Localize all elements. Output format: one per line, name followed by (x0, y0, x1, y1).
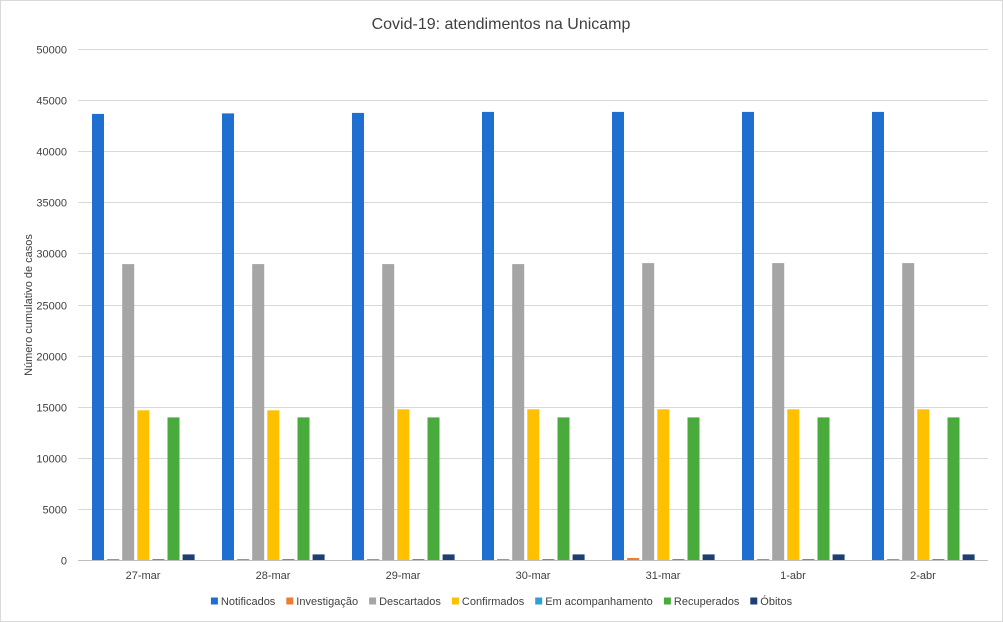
bar--bitos-30-mar (572, 554, 585, 560)
bar-em-acompanhamento-2-abr (932, 559, 945, 560)
legend-swatch (663, 597, 671, 605)
legend-label: Notificados (221, 596, 276, 608)
legend-item: Óbitos (750, 595, 793, 608)
bar-recuperados-30-mar (557, 417, 570, 560)
bar-recuperados-1-abr (817, 417, 830, 560)
bar--bitos-31-mar (702, 554, 715, 560)
bar-descartados-31-mar (642, 263, 655, 560)
bar-recuperados-28-mar (297, 417, 310, 560)
bar-investiga-o-29-mar (367, 559, 380, 560)
bar-descartados-30-mar (512, 264, 525, 560)
y-tick-label: 5000 (43, 505, 67, 517)
bar-notificados-2-abr (872, 111, 884, 561)
bar-em-acompanhamento-30-mar (542, 559, 555, 560)
y-tick-label: 30000 (36, 249, 67, 261)
legend-swatch (286, 597, 294, 605)
legend-swatch (369, 597, 377, 605)
bar-confirmados-30-mar (527, 409, 540, 560)
x-axis-ticks: 27-mar 28-mar 29-mar 30-mar 31-mar 1-abr 2-abr (126, 570, 937, 582)
legend-item: Em acompanhamento (535, 596, 653, 608)
bar-em-acompanhamento-28-mar (282, 559, 295, 560)
y-tick-label: 35000 (36, 198, 67, 210)
x-tick-label: 29-mar (386, 570, 421, 582)
x-tick-label: 1-abr (780, 570, 806, 582)
y-tick-label: 40000 (36, 147, 67, 159)
legend-label: Descartados (379, 596, 441, 608)
bar-confirmados-29-mar (397, 409, 410, 560)
bar-confirmados-1-abr (787, 409, 800, 560)
legend-label: Investigação (296, 596, 358, 608)
legend-item: Confirmados (451, 596, 525, 608)
bar-recuperados-31-mar (687, 417, 700, 560)
bar--bitos-27-mar (182, 554, 195, 560)
y-tick-label: 50000 (36, 45, 67, 57)
bar-investiga-o-1-abr (757, 559, 770, 560)
bar-descartados-27-mar (122, 264, 135, 560)
chart-title: Covid-19: atendimentos na Unicamp (372, 16, 631, 33)
bar-investiga-o-30-mar (497, 559, 510, 560)
legend-item: Descartados (369, 596, 441, 608)
legend-label: Recuperados (674, 596, 740, 608)
bar-notificados-31-mar (612, 111, 624, 561)
bar-confirmados-27-mar (137, 410, 150, 560)
bar--bitos-29-mar (442, 554, 455, 560)
legend-label: Óbitos (760, 595, 792, 608)
bar--bitos-28-mar (312, 554, 325, 560)
bar-recuperados-27-mar (167, 417, 180, 560)
bar-confirmados-28-mar (267, 410, 280, 560)
x-tick-label: 27-mar (126, 570, 161, 582)
legend-item: Notificados (210, 596, 276, 608)
bar-descartados-1-abr (772, 263, 785, 560)
x-tick-label: 2-abr (910, 570, 936, 582)
bars (92, 111, 975, 561)
bar-investiga-o-28-mar (237, 559, 250, 560)
x-tick-label: 30-mar (516, 570, 551, 582)
x-tick-label: 31-mar (646, 570, 681, 582)
bar--bitos-2-abr (962, 554, 975, 560)
y-tick-label: 15000 (36, 403, 67, 415)
bar-confirmados-2-abr (917, 409, 930, 560)
y-axis-label: Número cumulativo de casos (23, 234, 35, 376)
legend-item: Recuperados (663, 596, 740, 608)
bar-investiga-o-2-abr (887, 559, 900, 560)
bar-notificados-30-mar (482, 111, 494, 561)
bar-investiga-o-31-mar (627, 558, 640, 560)
bar-em-acompanhamento-29-mar (412, 559, 425, 560)
legend-item: Investigação (286, 596, 358, 608)
legend-swatch (750, 597, 758, 605)
y-tick-label: 10000 (36, 454, 67, 466)
legend-swatch (451, 597, 459, 605)
legend-label: Confirmados (462, 596, 525, 608)
bar-notificados-1-abr (742, 111, 754, 561)
bar-em-acompanhamento-1-abr (802, 559, 815, 560)
bar-descartados-28-mar (252, 264, 265, 560)
bar--bitos-1-abr (832, 554, 845, 560)
bar-descartados-29-mar (382, 264, 395, 560)
y-tick-label: 45000 (36, 96, 67, 108)
x-tick-label: 28-mar (256, 570, 291, 582)
legend-label: Em acompanhamento (545, 596, 653, 608)
bar-investiga-o-27-mar (107, 559, 120, 560)
bar-notificados-28-mar (222, 113, 234, 561)
y-axis-ticks: 0 5000 10000 15000 20000 25000 30000 35000 40000… (36, 45, 67, 568)
bar-em-acompanhamento-31-mar (672, 559, 685, 560)
bar-em-acompanhamento-27-mar (152, 559, 165, 560)
bar-notificados-29-mar (352, 112, 364, 561)
legend: Notificados Investigação Descartados Confir… (210, 595, 793, 608)
bar-confirmados-31-mar (657, 409, 670, 560)
y-tick-label: 20000 (36, 352, 67, 364)
legend-swatch (210, 597, 218, 605)
y-tick-label: 25000 (36, 301, 67, 313)
legend-swatch (535, 597, 543, 605)
y-tick-label: 0 (61, 556, 67, 568)
bar-recuperados-29-mar (427, 417, 440, 560)
bar-recuperados-2-abr (947, 417, 960, 560)
bar-descartados-2-abr (902, 263, 915, 560)
bar-notificados-27-mar (92, 113, 104, 561)
